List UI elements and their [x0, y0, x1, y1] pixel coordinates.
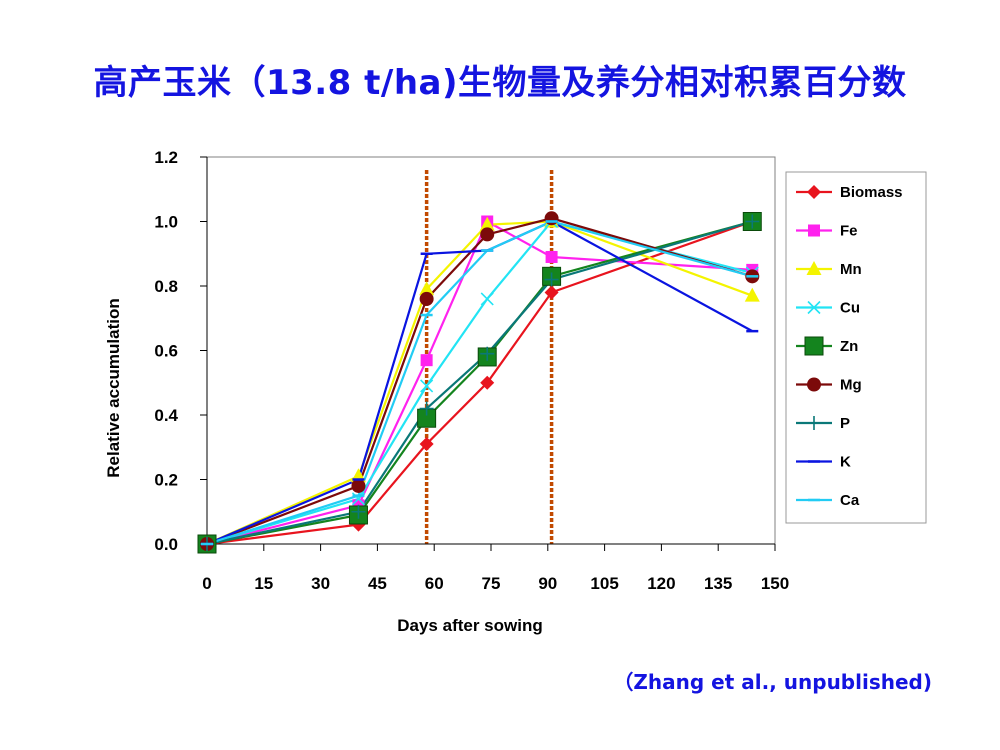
legend-marker	[807, 416, 821, 430]
x-tick-label: 105	[590, 574, 618, 593]
data-point-mn	[479, 216, 495, 231]
data-point-p	[419, 401, 434, 416]
x-tick-label: 75	[482, 574, 501, 593]
y-tick-label: 0.0	[154, 535, 178, 554]
legend-item-fe: Fe	[796, 223, 858, 240]
legend-marker	[807, 300, 821, 315]
y-tick-label: 0.2	[154, 471, 178, 490]
x-axis-label: Days after sowing	[397, 616, 543, 635]
x-tick-label: 45	[368, 574, 387, 593]
series-line-mg	[206, 217, 753, 546]
data-point-biomass	[419, 437, 434, 452]
legend-item-mn: Mn	[796, 261, 862, 278]
data-point-fe	[545, 250, 558, 263]
legend-label: Mg	[840, 377, 862, 394]
x-tick-label: 90	[538, 574, 557, 593]
data-point-fe	[420, 354, 433, 367]
data-point-biomass	[480, 375, 495, 390]
x-tick-label: 135	[704, 574, 732, 593]
legend-marker	[807, 377, 821, 392]
series-line-ca	[206, 220, 753, 546]
legend-marker	[808, 224, 820, 237]
series-markers-ca	[201, 220, 759, 546]
series-line-p	[206, 220, 753, 546]
legend-item-p: P	[796, 415, 850, 432]
data-point-mg	[351, 478, 366, 493]
citation: （Zhang et al., unpublished)	[613, 670, 932, 694]
series-markers	[197, 211, 762, 554]
legend-item-cu: Cu	[796, 300, 860, 317]
data-point-mn	[419, 281, 435, 296]
legend-item-ca: Ca	[796, 492, 860, 509]
x-tick-label: 120	[647, 574, 675, 593]
legend-item-mg: Mg	[796, 377, 862, 394]
data-point-p	[480, 346, 495, 361]
legend-label: Zn	[840, 338, 858, 355]
series-line-mn	[206, 220, 753, 546]
data-point-mg	[419, 291, 434, 306]
data-point-biomass	[544, 285, 559, 300]
series-lines	[206, 217, 753, 546]
y-tick-label: 0.8	[154, 277, 178, 296]
y-tick-label: 0.6	[154, 342, 178, 361]
x-tick-label: 150	[761, 574, 789, 593]
axes: 0.0 0.2 0.4 0.6 0.8 1.0 1.2 0 15 30 45 60 75 90 105 120…	[154, 148, 789, 593]
y-tick-label: 1.0	[154, 213, 178, 232]
data-point-mn	[744, 287, 760, 302]
legend-marker	[806, 261, 822, 275]
x-tick-label: 60	[425, 574, 444, 593]
data-point-p	[544, 272, 559, 287]
x-tick-label: 0	[202, 574, 211, 593]
legend-marker	[804, 336, 824, 356]
legend-label: Cu	[840, 300, 860, 317]
legend: Biomass Fe Mn Cu Zn Mg P K Ca	[785, 171, 927, 524]
series-line-k	[206, 220, 753, 546]
data-point-p	[745, 214, 760, 229]
y-axis-label: Relative accumulation	[104, 298, 123, 478]
legend-label: K	[840, 454, 851, 471]
series-line-fe	[206, 219, 753, 546]
legend-label: Ca	[840, 492, 860, 509]
data-point-p	[351, 504, 366, 519]
legend-label: Mn	[840, 261, 862, 278]
x-tick-label: 15	[254, 574, 273, 593]
legend-marker	[807, 185, 821, 199]
data-point-mg	[480, 227, 495, 242]
legend-item-zn: Zn	[796, 336, 858, 356]
data-point-mg	[544, 211, 559, 226]
series-line-zn	[206, 220, 753, 546]
data-point-cu	[480, 292, 494, 306]
data-point-cu	[420, 379, 434, 393]
legend-label: P	[840, 415, 850, 432]
series-line-biomass	[206, 220, 753, 546]
y-tick-label: 1.2	[154, 148, 178, 167]
slide-title: 高产玉米（13.8 t/ha)生物量及养分相对积累百分数	[93, 63, 907, 103]
x-tick-label: 30	[311, 574, 330, 593]
legend-label: Biomass	[840, 184, 903, 201]
y-tick-label: 0.4	[154, 406, 178, 425]
legend-item-k: K	[796, 454, 851, 471]
legend-item-biomass: Biomass	[796, 184, 903, 201]
legend-label: Fe	[840, 223, 858, 240]
